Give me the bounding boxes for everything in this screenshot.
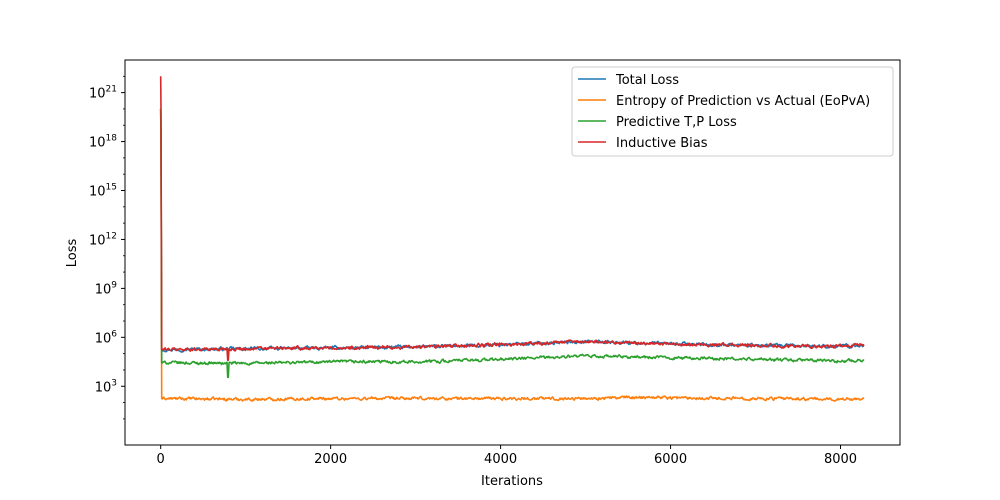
series-line: [159, 76, 865, 361]
y-tick-label: 1012: [89, 231, 117, 248]
series-layer: [159, 76, 865, 402]
series-line: [159, 108, 865, 402]
series-line: [159, 108, 865, 379]
x-tick-label: 6000: [654, 452, 687, 467]
legend-label: Predictive T,P Loss: [616, 115, 737, 130]
legend-label: Total Loss: [615, 73, 679, 88]
y-axis: 103 106 109 1012 1015 1018 1021: [89, 75, 125, 420]
x-axis: 0 2000 4000 6000 8000: [157, 445, 857, 467]
legend-label: Entropy of Prediction vs Actual (EoPvA): [616, 94, 870, 109]
legend-frame: [571, 66, 894, 157]
x-tick-label: 8000: [824, 452, 857, 467]
y-tick-label: 106: [95, 329, 118, 346]
x-axis-label: Iterations: [481, 474, 543, 489]
y-tick-label: 1021: [89, 85, 117, 102]
y-tick-label: 103: [95, 378, 117, 395]
legend-label: Inductive Bias: [616, 136, 708, 151]
plot-frame: [124, 59, 901, 446]
legend: Total Loss Entropy of Prediction vs Actua…: [571, 66, 894, 157]
y-axis-label: Loss: [65, 239, 80, 268]
x-tick-label: 0: [157, 452, 165, 467]
y-tick-label: 109: [95, 280, 118, 297]
x-tick-label: 2000: [314, 452, 347, 467]
x-tick-label: 4000: [484, 452, 517, 467]
y-tick-label: 1018: [89, 134, 117, 151]
y-tick-label: 1015: [89, 183, 117, 200]
